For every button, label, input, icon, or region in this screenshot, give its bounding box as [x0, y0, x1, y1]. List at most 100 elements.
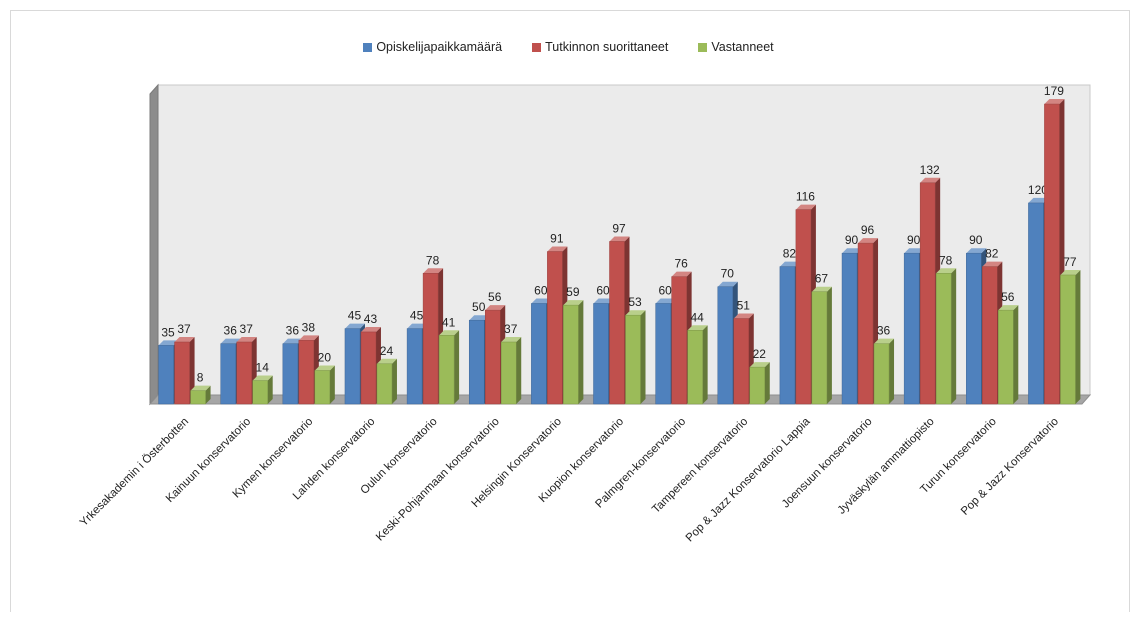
bar-series-2-15	[1044, 103, 1060, 405]
bar-series-3-15	[1060, 274, 1076, 405]
bar-top-3-11	[811, 286, 832, 292]
bar-top-1-8	[593, 298, 614, 304]
bar-side-3-9	[702, 325, 708, 404]
bar-series-3-14	[998, 309, 1014, 405]
plot-side-wall	[149, 83, 159, 406]
bar-series-3-12	[873, 343, 890, 405]
data-label-series-3-7: 59	[566, 285, 580, 299]
bar-side-3-12	[889, 338, 895, 404]
data-label-series-2-8: 97	[612, 221, 626, 235]
data-label-series-1-3: 36	[286, 324, 300, 338]
bar-series-3-10	[749, 366, 766, 405]
data-label-series-1-11: 82	[783, 247, 797, 261]
bar-top-3-6	[501, 337, 522, 342]
bar-top-3-5	[439, 330, 460, 336]
legend-item-series-1: Opiskelijapaikkamäärä	[363, 40, 502, 54]
bar-top-2-4	[360, 326, 381, 332]
bar-top-2-6	[485, 305, 506, 311]
bar-series-3-6	[500, 341, 517, 405]
bar-top-3-14	[998, 305, 1019, 311]
bar-series-2-7	[547, 251, 563, 405]
data-label-series-1-15: 120	[1028, 183, 1048, 197]
bar-top-3-12	[874, 338, 895, 344]
bar-series-1-11	[779, 266, 796, 405]
data-label-series-2-7: 91	[550, 232, 564, 246]
bar-series-2-2	[236, 341, 252, 405]
bar-top-3-8	[625, 310, 646, 316]
bar-series-3-5	[438, 335, 455, 405]
bar-top-1-4	[344, 323, 365, 329]
data-label-series-2-2: 37	[240, 322, 254, 336]
bar-side-3-13	[951, 268, 957, 404]
data-label-series-3-5: 41	[442, 315, 456, 329]
bar-side-2-1	[189, 337, 195, 404]
data-label-series-2-4: 43	[364, 312, 378, 326]
bar-top-3-10	[749, 362, 770, 368]
data-label-series-3-15: 77	[1063, 255, 1077, 269]
bar-series-1-7	[531, 303, 547, 405]
data-label-series-3-1: 8	[197, 371, 204, 385]
data-label-series-3-8: 53	[628, 295, 642, 309]
data-label-series-2-13: 132	[920, 163, 940, 177]
bar-side-3-14	[1013, 305, 1019, 404]
bar-side-3-6	[516, 337, 522, 404]
bar-series-1-10	[717, 286, 734, 405]
bar-top-2-7	[547, 246, 568, 252]
bar-top-2-1	[174, 337, 195, 342]
bar-series-1-12	[841, 252, 858, 405]
bar-series-1-2	[220, 343, 236, 405]
data-label-series-1-5: 45	[410, 309, 424, 323]
data-label-series-3-2: 14	[256, 361, 270, 375]
bar-top-2-15	[1044, 99, 1065, 105]
data-label-series-1-9: 60	[658, 283, 672, 297]
data-label-series-1-8: 60	[596, 283, 610, 297]
bar-series-1-3	[282, 343, 299, 405]
legend-swatch-series-1	[363, 42, 373, 52]
chart-frame	[10, 10, 1130, 612]
legend-item-series-2: Tutkinnon suorittaneet	[532, 40, 668, 54]
data-label-series-2-10: 51	[737, 299, 751, 313]
data-label-series-1-4: 45	[348, 309, 362, 323]
bar-top-1-5	[407, 323, 428, 329]
data-label-series-3-4: 24	[380, 344, 394, 358]
bar-side-3-10	[764, 362, 770, 404]
legend-label-series-2: Tutkinnon suorittaneet	[545, 40, 669, 54]
bar-series-2-5	[422, 273, 439, 405]
data-label-series-3-6: 37	[504, 322, 518, 336]
data-label-series-3-10: 22	[753, 347, 767, 361]
bar-top-1-7	[531, 298, 552, 304]
data-label-series-1-13: 90	[907, 233, 921, 247]
x-tick-label-1: Yrkesakademin i Österbotten	[78, 416, 191, 529]
data-label-series-1-2: 36	[224, 324, 238, 338]
bar-top-1-1	[158, 340, 179, 346]
bar-side-3-11	[826, 286, 832, 404]
bar-side-3-5	[454, 330, 460, 404]
bar-top-3-3	[314, 365, 335, 371]
bar-top-2-5	[423, 268, 444, 274]
data-label-series-2-14: 82	[985, 247, 999, 261]
data-label-series-2-3: 38	[302, 320, 316, 334]
bar-top-1-11	[779, 261, 800, 267]
data-label-series-3-3: 20	[318, 350, 332, 364]
bar-series-3-13	[935, 273, 952, 405]
data-label-series-1-12: 90	[845, 233, 859, 247]
x-tick-label-6: Keski-Pohjanmaan konservatorio	[374, 416, 502, 544]
bar-series-2-3	[298, 340, 315, 405]
data-label-series-1-6: 50	[472, 300, 486, 314]
data-label-series-2-15: 179	[1044, 84, 1064, 98]
bar-top-3-1	[190, 385, 211, 391]
bar-top-2-14	[982, 261, 1003, 267]
bar-top-2-12	[858, 238, 879, 244]
bar-side-3-4	[391, 358, 397, 404]
bar-series-3-4	[376, 363, 393, 405]
bar-series-3-11	[811, 291, 828, 405]
bar-top-1-3	[282, 338, 303, 344]
bar-top-1-15	[1028, 197, 1049, 203]
bar-top-1-14	[966, 248, 987, 254]
data-label-series-2-5: 78	[426, 253, 440, 267]
bar-top-1-2	[220, 338, 241, 344]
bar-series-1-6	[468, 319, 485, 405]
bar-top-2-9	[671, 271, 692, 277]
data-label-series-2-12: 96	[861, 223, 875, 237]
bar-series-1-13	[903, 252, 920, 405]
